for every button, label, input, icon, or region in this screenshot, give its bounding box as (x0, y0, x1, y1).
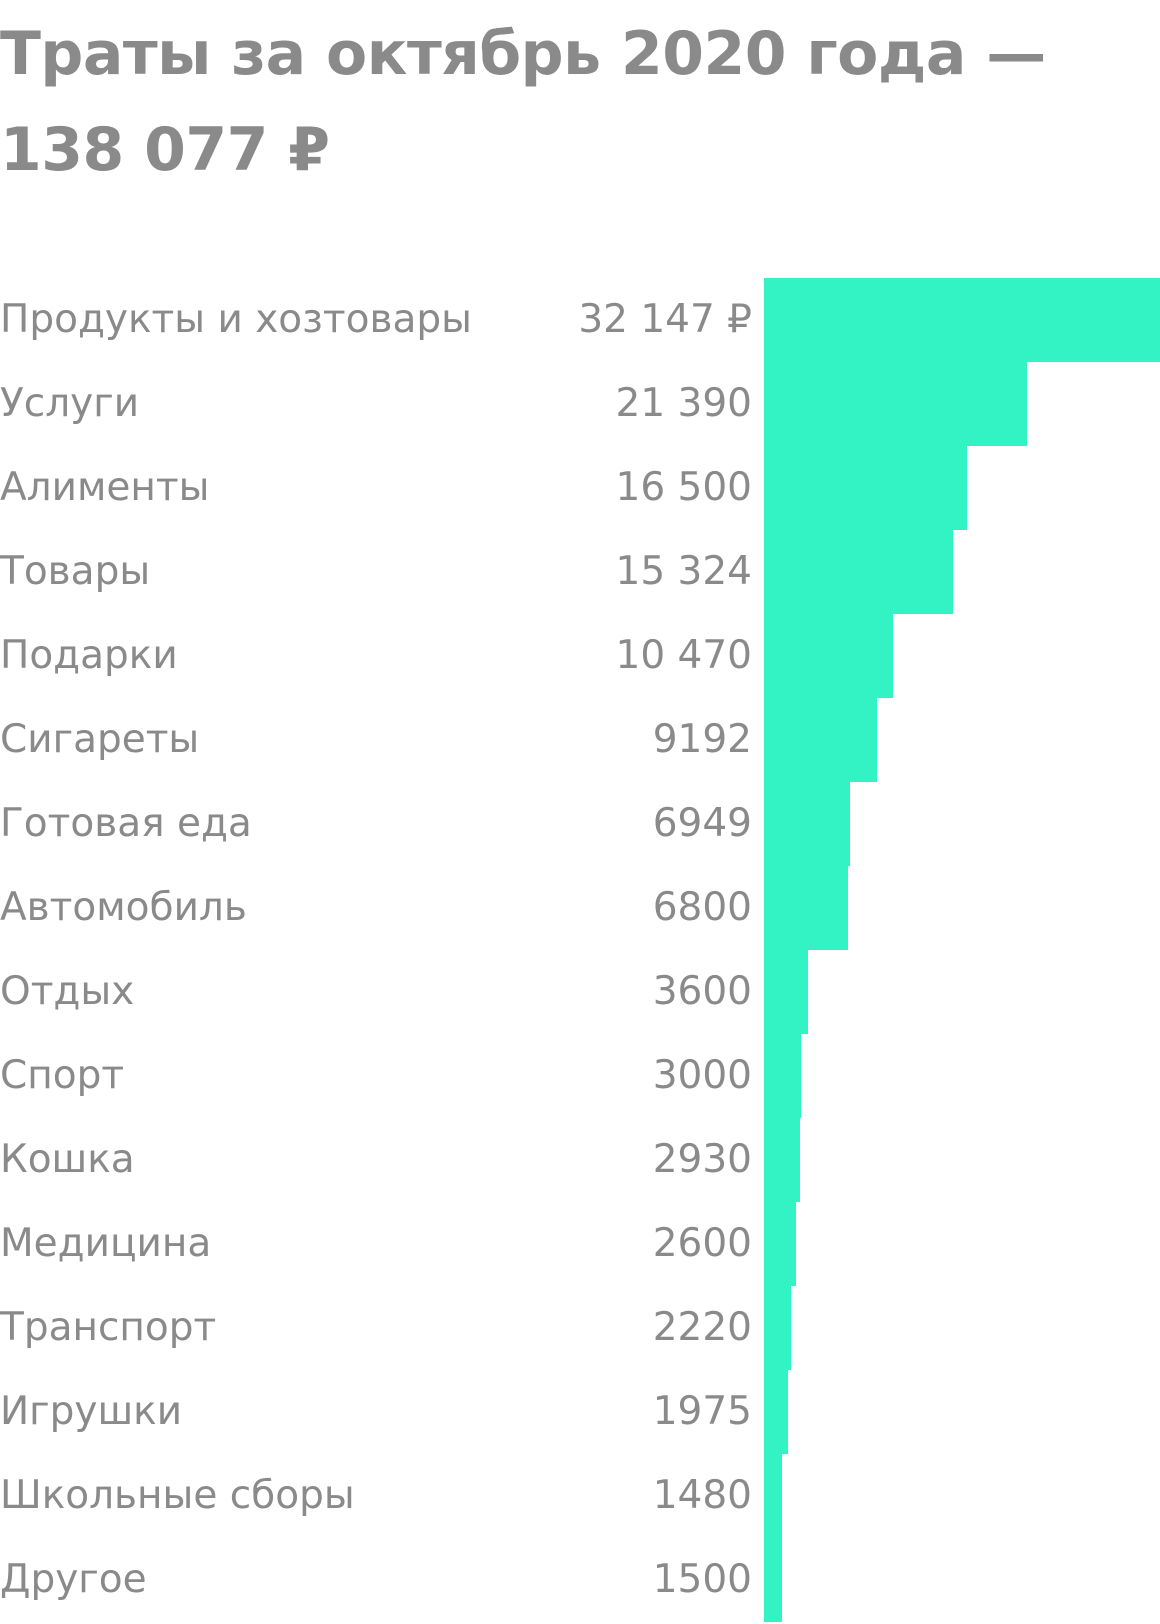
category-label: Транспорт (0, 1305, 217, 1350)
value-label: 1500 (652, 1557, 752, 1602)
value-label: 9192 (652, 717, 752, 762)
bar (764, 782, 850, 866)
category-label: Автомобиль (0, 885, 247, 930)
category-label: Игрушки (0, 1389, 183, 1434)
value-label: 1480 (652, 1473, 752, 1518)
bar-row: Транспорт 2220 (0, 1286, 1160, 1370)
chart-title-line-2: 138 077 ₽ (0, 115, 330, 185)
chart-title-line-1: Траты за октябрь 2020 года — (0, 19, 1046, 89)
bar-row: Алименты 16 500 (0, 446, 1160, 530)
value-label: 10 470 (615, 633, 752, 678)
bar (764, 866, 848, 950)
bar (764, 1454, 782, 1538)
value-label: 2220 (652, 1305, 752, 1350)
category-label: Продукты и хозтовары (0, 297, 472, 342)
bar (764, 362, 1027, 446)
category-label: Отдых (0, 969, 135, 1014)
bar-row: Автомобиль 6800 (0, 866, 1160, 950)
bar-row: Продукты и хозтовары 32 147 ₽ (0, 278, 1160, 362)
value-label: 6800 (652, 885, 752, 930)
bar (764, 1034, 801, 1118)
value-label: 3600 (652, 969, 752, 1014)
category-label: Кошка (0, 1137, 135, 1182)
bar-row: Отдых 3600 (0, 950, 1160, 1034)
bar (764, 1370, 788, 1454)
category-label: Медицина (0, 1221, 212, 1266)
bar-row: Другое 1500 (0, 1538, 1160, 1622)
category-label: Подарки (0, 633, 178, 678)
value-label: 21 390 (615, 381, 752, 426)
category-label: Алименты (0, 465, 210, 510)
bar (764, 446, 967, 530)
bar (764, 1286, 791, 1370)
bar (764, 614, 893, 698)
bar-row: Товары 15 324 (0, 530, 1160, 614)
value-label: 2600 (652, 1221, 752, 1266)
category-label: Сигареты (0, 717, 200, 762)
category-label: Услуги (0, 381, 140, 426)
value-label: 2930 (652, 1137, 752, 1182)
bar-row: Школьные сборы 1480 (0, 1454, 1160, 1538)
bar (764, 950, 808, 1034)
bar (764, 1202, 796, 1286)
category-label: Школьные сборы (0, 1473, 355, 1518)
bar-row: Кошка 2930 (0, 1118, 1160, 1202)
value-label: 1975 (652, 1389, 752, 1434)
value-label: 3000 (652, 1053, 752, 1098)
chart-title: Траты за октябрь 2020 года — 138 077 ₽ (0, 6, 1150, 198)
bar-row: Сигареты 9192 (0, 698, 1160, 782)
category-label: Спорт (0, 1053, 125, 1098)
bar-row: Спорт 3000 (0, 1034, 1160, 1118)
value-label: 6949 (652, 801, 752, 846)
value-label: 32 147 ₽ (578, 297, 752, 342)
category-label: Товары (0, 549, 151, 594)
bar-row: Готовая еда 6949 (0, 782, 1160, 866)
bar-row: Медицина 2600 (0, 1202, 1160, 1286)
bar-row: Услуги 21 390 (0, 362, 1160, 446)
category-label: Готовая еда (0, 801, 252, 846)
value-label: 16 500 (615, 465, 752, 510)
bar-row: Подарки 10 470 (0, 614, 1160, 698)
bar (764, 1538, 782, 1622)
category-label: Другое (0, 1557, 147, 1602)
bar (764, 530, 953, 614)
bar (764, 1118, 800, 1202)
value-label: 15 324 (615, 549, 752, 594)
bar (764, 278, 1160, 362)
bar-chart: Продукты и хозтовары 32 147 ₽ Услуги 21 390… (0, 278, 1160, 1624)
bar (764, 698, 877, 782)
bar-row: Игрушки 1975 (0, 1370, 1160, 1454)
